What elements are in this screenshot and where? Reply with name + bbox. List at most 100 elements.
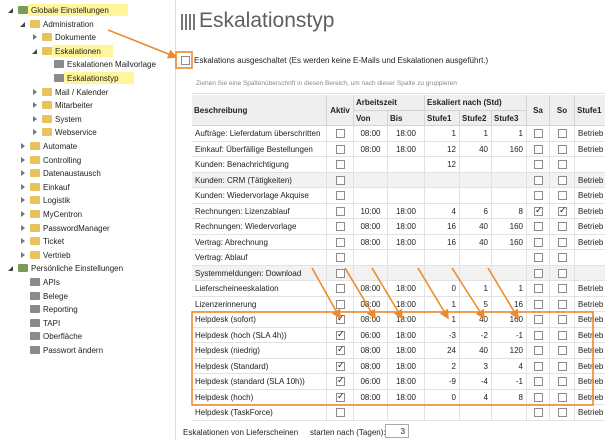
cell: -2 (460, 328, 492, 344)
row-checkbox[interactable] (336, 408, 345, 417)
row-checkbox[interactable] (534, 207, 543, 216)
row-checkbox[interactable] (336, 284, 345, 293)
cell (388, 173, 425, 189)
cell: 160 (492, 142, 527, 158)
row-checkbox[interactable] (558, 393, 567, 402)
cell (425, 405, 460, 421)
row-checkbox[interactable] (534, 362, 543, 371)
cell: Betrieb (575, 188, 605, 204)
cell (492, 405, 527, 421)
row-checkbox[interactable] (558, 284, 567, 293)
cell: Betrieb (575, 312, 605, 328)
cell: 08:00 (354, 126, 388, 142)
cell: 1 (492, 281, 527, 297)
cell: 1 (425, 126, 460, 142)
cell: Kunden: CRM (Tätigkeiten) (192, 173, 327, 189)
row-checkbox[interactable] (336, 238, 345, 247)
row-checkbox[interactable] (558, 408, 567, 417)
row-checkbox[interactable] (558, 269, 567, 278)
column-header[interactable]: Stufe2 (460, 111, 492, 126)
row-checkbox[interactable] (534, 160, 543, 169)
row-checkbox[interactable] (534, 300, 543, 309)
row-checkbox[interactable] (558, 331, 567, 340)
row-checkbox[interactable] (534, 377, 543, 386)
cell: 18:00 (388, 204, 425, 220)
row-checkbox[interactable] (534, 176, 543, 185)
row-checkbox[interactable] (336, 331, 345, 340)
cell (388, 188, 425, 204)
cell (354, 188, 388, 204)
row-checkbox[interactable] (534, 346, 543, 355)
cell: Rechnungen: Wiedervorlage (192, 219, 327, 235)
column-group-header: Eskaliert nach (Std) (425, 95, 527, 111)
cell (492, 266, 527, 282)
row-checkbox[interactable] (534, 222, 543, 231)
row-checkbox[interactable] (336, 191, 345, 200)
row-checkbox[interactable] (558, 222, 567, 231)
row-checkbox[interactable] (336, 377, 345, 386)
row-checkbox[interactable] (336, 222, 345, 231)
cell: 08:00 (354, 235, 388, 251)
row-checkbox[interactable] (336, 269, 345, 278)
row-checkbox[interactable] (336, 129, 345, 138)
row-checkbox[interactable] (558, 300, 567, 309)
row-checkbox[interactable] (558, 346, 567, 355)
row-checkbox[interactable] (534, 393, 543, 402)
column-header[interactable]: Von (354, 111, 388, 126)
column-header[interactable]: Stufe1 (425, 111, 460, 126)
row-checkbox[interactable] (558, 207, 567, 216)
row-checkbox[interactable] (534, 129, 543, 138)
cell (460, 157, 492, 173)
row-checkbox[interactable] (558, 129, 567, 138)
column-header[interactable]: Aktiv (327, 95, 354, 126)
column-header[interactable]: Stufe1 (575, 95, 605, 126)
row-checkbox[interactable] (558, 238, 567, 247)
cell: 06:00 (354, 328, 388, 344)
row-checkbox[interactable] (558, 362, 567, 371)
row-checkbox[interactable] (558, 191, 567, 200)
row-checkbox[interactable] (534, 315, 543, 324)
column-header[interactable]: Sa (527, 95, 550, 126)
row-checkbox[interactable] (534, 145, 543, 154)
cell: 18:00 (388, 312, 425, 328)
row-checkbox[interactable] (558, 145, 567, 154)
row-checkbox[interactable] (336, 160, 345, 169)
row-checkbox[interactable] (558, 160, 567, 169)
cell: 4 (492, 359, 527, 375)
cell: 1 (492, 126, 527, 142)
row-checkbox[interactable] (534, 253, 543, 262)
cell: 120 (492, 343, 527, 359)
row-checkbox[interactable] (534, 284, 543, 293)
column-header[interactable]: Beschreibung (192, 95, 327, 126)
row-checkbox[interactable] (534, 408, 543, 417)
row-checkbox[interactable] (336, 253, 345, 262)
column-header[interactable]: Stufe3 (492, 111, 527, 126)
footer-field-label: starten nach (Tagen): (310, 428, 386, 437)
row-checkbox[interactable] (534, 238, 543, 247)
cell: 18:00 (388, 126, 425, 142)
row-checkbox[interactable] (336, 176, 345, 185)
cell: Betrieb (575, 235, 605, 251)
row-checkbox[interactable] (336, 393, 345, 402)
cell (425, 250, 460, 266)
row-checkbox[interactable] (336, 207, 345, 216)
cell: Lieferscheineeskalation (192, 281, 327, 297)
row-checkbox[interactable] (558, 377, 567, 386)
row-checkbox[interactable] (534, 331, 543, 340)
row-checkbox[interactable] (336, 315, 345, 324)
row-checkbox[interactable] (336, 145, 345, 154)
row-checkbox[interactable] (336, 346, 345, 355)
row-checkbox[interactable] (558, 253, 567, 262)
column-header[interactable]: Bis (388, 111, 425, 126)
column-header[interactable]: So (550, 95, 575, 126)
row-checkbox[interactable] (534, 269, 543, 278)
cell: Einkauf: Überfällige Bestellungen (192, 142, 327, 158)
row-checkbox[interactable] (558, 176, 567, 185)
row-checkbox[interactable] (534, 191, 543, 200)
footer-input[interactable]: 3 (385, 424, 409, 438)
cell (354, 173, 388, 189)
cell (460, 173, 492, 189)
row-checkbox[interactable] (336, 362, 345, 371)
row-checkbox[interactable] (336, 300, 345, 309)
row-checkbox[interactable] (558, 315, 567, 324)
